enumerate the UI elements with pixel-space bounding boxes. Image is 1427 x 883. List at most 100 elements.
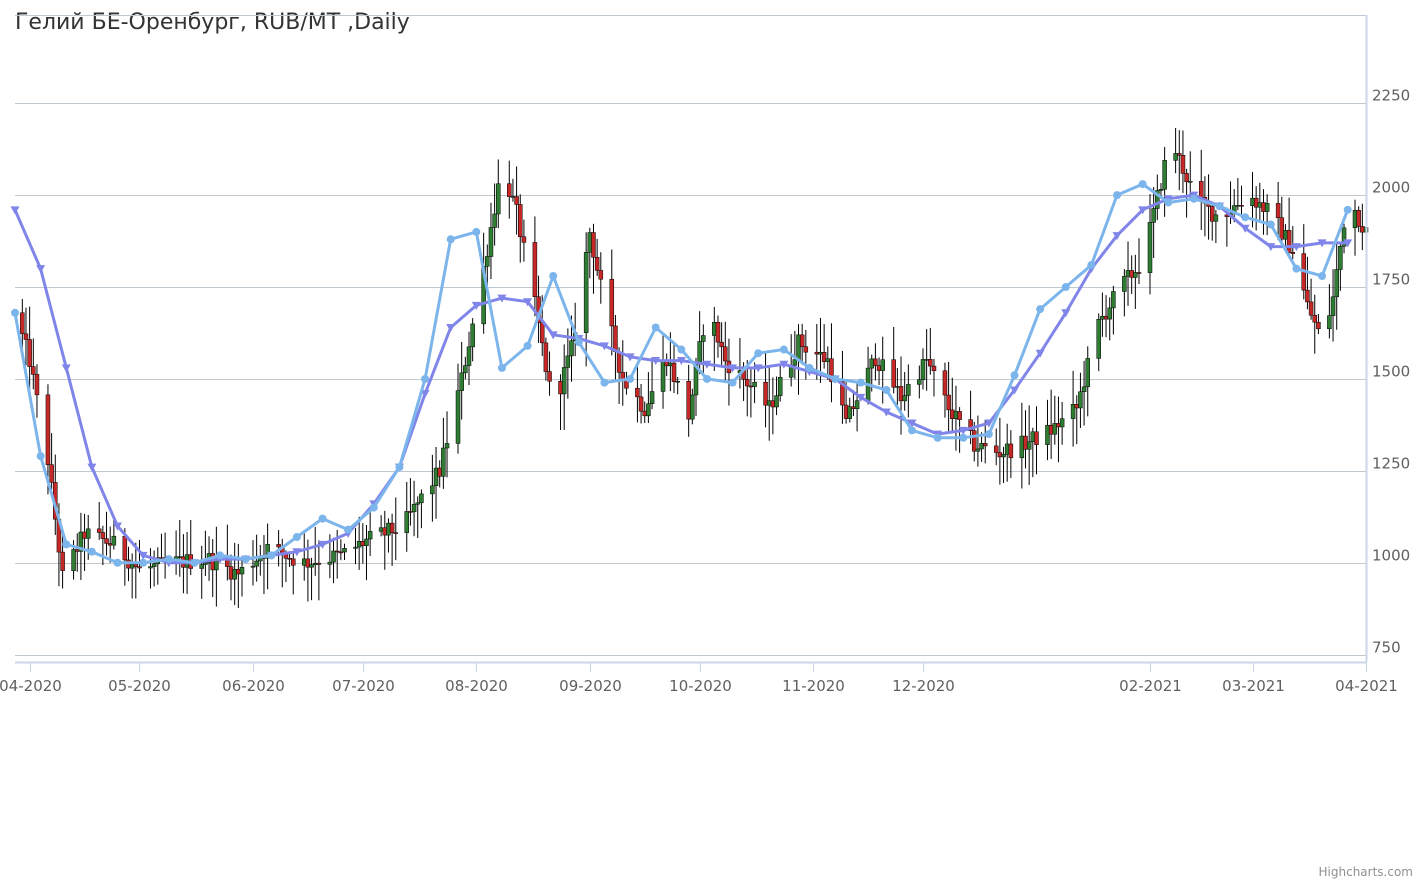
series-point [599,342,609,351]
series-point [958,426,968,435]
series-point [497,363,506,372]
candle-body [463,365,468,374]
series-point [856,378,865,387]
candle-body [1312,314,1317,323]
series-point [1036,305,1045,314]
candle-body [873,358,878,366]
candle-body [891,359,896,388]
series-point [1343,239,1353,248]
candle-body [1250,197,1255,206]
candle-body [854,400,860,410]
series-point [779,360,789,369]
series-point [754,349,763,358]
series-point [881,408,891,417]
candle-body [1180,155,1186,174]
series-point [651,323,660,332]
series-point [1189,194,1198,203]
y-tick-label: 750 [1372,639,1401,657]
candle-body [1026,441,1032,450]
candle-body [1081,386,1087,392]
candle-body [510,196,516,198]
series-point [1318,272,1327,281]
series-point [1291,243,1301,252]
series-point [625,353,635,362]
candle-body [902,395,907,402]
candle-body [701,335,706,342]
x-axis-labels: 04-2020 05-2020 06-2020 07-2020 08-2020 09-20… [0,677,1398,695]
candle-body [697,341,702,365]
y-tick-label: 1250 [1372,455,1410,473]
candle-body [1034,431,1039,445]
candle-body [997,452,1003,458]
candle-body [23,333,29,340]
candle-body [441,447,446,477]
candle-body [591,232,596,258]
series-point [292,548,302,557]
candle-body [444,443,450,449]
credits-link[interactable]: Highcharts.com [1318,865,1413,879]
candle-body [1074,404,1080,409]
candle-body [342,548,347,553]
candle-body [1279,217,1285,240]
candle-body [917,379,922,385]
series-point [1010,386,1020,395]
candle-body [31,366,36,375]
candle-body [1360,226,1365,233]
candle-body [334,550,340,553]
candle-body [803,346,809,353]
x-tick-label: 03-2021 [1222,677,1285,695]
candle-body [616,351,622,373]
series-point [472,227,481,236]
series-point [1113,191,1122,200]
series-point [728,378,737,387]
candle-body [719,341,724,348]
candle-body [539,322,545,344]
series-point [421,374,430,383]
y-tick-label: 1750 [1372,271,1410,289]
series-point [1240,224,1250,233]
series-point [10,206,20,215]
y-axis-labels: 750 1000 1250 1500 1750 2000 2250 [1372,87,1410,657]
candle-body [466,346,472,366]
candle-body [382,527,388,536]
series-point [959,433,968,442]
x-tick-label: 04-2020 [0,677,62,695]
candle-body [565,355,571,368]
candle-body [1030,431,1036,443]
candle-body [690,394,695,420]
candle-body [638,396,644,412]
candle-body [1198,181,1204,198]
candle-body [1209,206,1215,222]
series-point [984,419,994,428]
series-point [1241,213,1250,222]
series-point [574,338,583,347]
candle-body [723,346,728,362]
candle-body [470,323,475,348]
candle-body [763,381,768,406]
candle-body [364,538,369,546]
candle-body [71,549,76,571]
candle-body [254,560,259,567]
candle-body [1177,153,1182,156]
candle-body [419,493,424,504]
candle-body [1059,418,1065,428]
x-tick-label: 10-2020 [669,677,732,695]
candle-body [232,568,237,580]
candle-body [953,411,959,420]
candle-body [799,334,805,347]
candle-body [1001,454,1006,458]
candle-body [532,242,538,298]
candle-body [203,562,208,565]
candle-body [1356,210,1361,227]
candle-body [459,372,464,391]
series-point [369,503,378,512]
candle-body [309,564,314,568]
candle-body [239,566,245,575]
candle-body [547,371,552,382]
candle-body [957,411,962,420]
candle-body [1253,197,1259,208]
candle-body [928,359,933,367]
candle-body [331,550,336,563]
series-point [190,558,199,567]
candle-body [671,362,677,382]
